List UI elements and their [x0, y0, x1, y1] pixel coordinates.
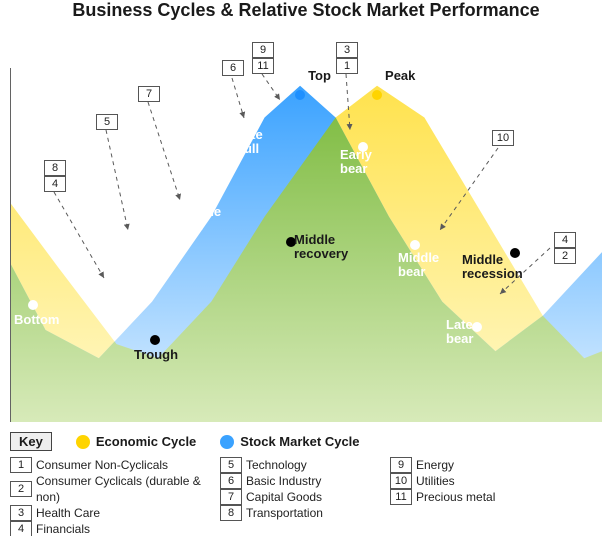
sector-tag-10: 10 — [492, 130, 514, 146]
sector-tag-4: 4 — [44, 176, 66, 192]
legend-sector-label-8: Transportation — [246, 505, 323, 521]
legend-sector-9: 9Energy — [390, 457, 550, 473]
legend-sector-label-5: Technology — [246, 457, 307, 473]
peak-label: Peak — [385, 68, 415, 83]
legend-sector-2: 2Consumer Cyclicals (durable & non) — [10, 473, 210, 505]
sector-tag-11: 11 — [252, 58, 274, 74]
legend-sector-tag-8: 8 — [220, 505, 242, 521]
legend-sector-7: 7Capital Goods — [220, 489, 380, 505]
legend-sector-10: 10Utilities — [390, 473, 550, 489]
page-title: Business Cycles & Relative Stock Market … — [0, 0, 612, 21]
legend-sector-tag-9: 9 — [390, 457, 412, 473]
legend-sector-tag-7: 7 — [220, 489, 242, 505]
sector-tag-9: 9 — [252, 42, 274, 58]
top-label: Top — [308, 68, 331, 83]
legend-sector-label-7: Capital Goods — [246, 489, 322, 505]
legend-sector-label-3: Health Care — [36, 505, 100, 521]
sector-tag-1: 1 — [336, 58, 358, 74]
legend-sector-3: 3Health Care — [10, 505, 210, 521]
legend-key-label: Key — [10, 432, 52, 451]
legend-sector-label-2: Consumer Cyclicals (durable & non) — [36, 473, 210, 505]
sector-tag-6: 6 — [222, 60, 244, 76]
legend-sector-6: 6Basic Industry — [220, 473, 380, 489]
legend-sector-tag-1: 1 — [10, 457, 32, 473]
legend-sector-label-6: Basic Industry — [246, 473, 321, 489]
sector-tag-3: 3 — [336, 42, 358, 58]
legend-sector-label-1: Consumer Non-Cyclicals — [36, 457, 168, 473]
legend-sector-label-4: Financials — [36, 521, 90, 536]
legend-cycle-economic: Economic Cycle — [76, 434, 196, 450]
sector-tag-8: 8 — [44, 160, 66, 176]
legend-cycle-stock: Stock Market Cycle — [220, 434, 359, 450]
legend-sector-tag-11: 11 — [390, 489, 412, 505]
legend-sector-tag-3: 3 — [10, 505, 32, 521]
legend-sector-tag-5: 5 — [220, 457, 242, 473]
legend-sector-label-9: Energy — [416, 457, 454, 473]
legend-sector-tag-4: 4 — [10, 521, 32, 536]
legend: Key Economic Cycle Stock Market Cycle 1C… — [10, 432, 602, 536]
legend-sector-11: 11Precious metal — [390, 489, 550, 505]
legend-sector-1: 1Consumer Non-Cyclicals — [10, 457, 210, 473]
legend-sector-tag-2: 2 — [10, 481, 32, 497]
legend-sector-tag-6: 6 — [220, 473, 242, 489]
sector-tag-4: 4 — [554, 232, 576, 248]
sector-tag-7: 7 — [138, 86, 160, 102]
legend-sector-4: 4 Financials — [10, 521, 210, 536]
sector-tag-2: 2 — [554, 248, 576, 264]
legend-sector-5: 5Technology — [220, 457, 380, 473]
sector-tag-5: 5 — [96, 114, 118, 130]
legend-sector-label-10: Utilities — [416, 473, 455, 489]
legend-sector-tag-10: 10 — [390, 473, 412, 489]
legend-sector-label-11: Precious metal — [416, 489, 495, 505]
legend-sector-8: 8Transportation — [220, 505, 380, 521]
